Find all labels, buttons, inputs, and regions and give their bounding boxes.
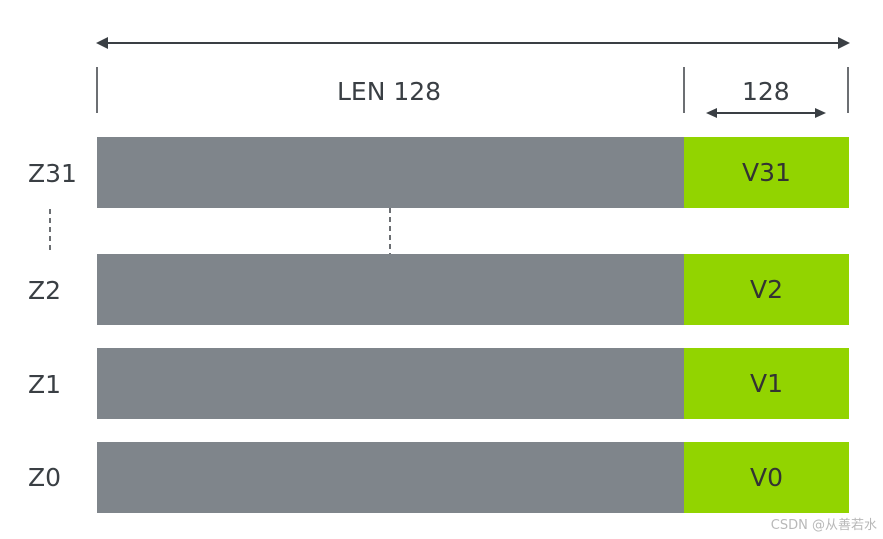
v31-register-bar: V31 [684,137,849,208]
z31-register-bar [97,137,684,208]
v2-register-bar: V2 [684,254,849,325]
watermark: CSDN @从善若水 [770,518,877,533]
v2-label: V2 [749,275,783,304]
v0-label: V0 [749,463,783,492]
total-width-arrow-right-head [838,37,850,49]
total-width-arrow-left-head [96,37,108,49]
z2-label: Z2 [28,276,62,305]
z0-register-bar [97,442,684,513]
v1-label: V1 [749,369,783,398]
v-width-label: 128 [742,77,790,106]
z0-label: Z0 [28,463,62,492]
z2-register-bar [97,254,684,325]
v-width-arrow-right-head [815,108,826,118]
z1-label: Z1 [28,370,62,399]
v-width-arrow-left-head [706,108,717,118]
v0-register-bar: V0 [684,442,849,513]
v1-register-bar: V1 [684,348,849,419]
z1-register-bar [97,348,684,419]
z31-label: Z31 [28,159,77,188]
v31-label: V31 [742,158,791,187]
len-label: LEN 128 [337,77,442,106]
